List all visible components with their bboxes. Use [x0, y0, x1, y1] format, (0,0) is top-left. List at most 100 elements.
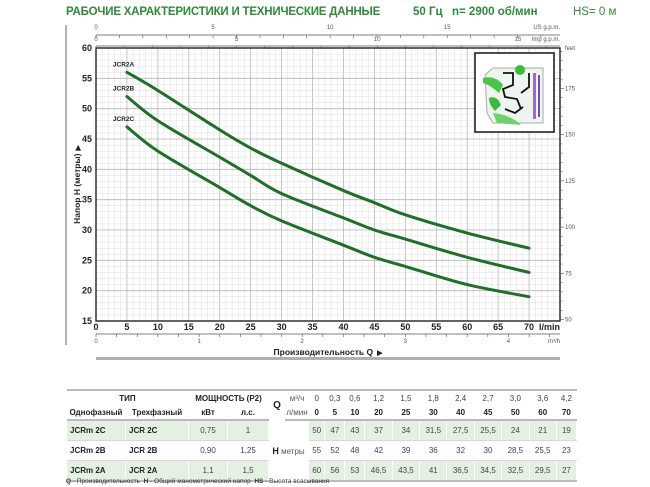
three-phase-model: JCR 2B [125, 440, 189, 461]
q-m3-value: 2,4 [446, 389, 475, 405]
h-unit-cell: H метры [268, 420, 309, 482]
single-phase-model: JCRm 2B [67, 440, 126, 461]
x-tick-label: 70 [524, 322, 534, 332]
top_us-tick-label: 15 [444, 25, 451, 31]
single-phase-model: JCRm 2A [67, 460, 126, 482]
single-phase-header: Однофазный [67, 405, 126, 421]
q-lmin-value: 5 [324, 405, 346, 421]
feet-tick-label: 150 [565, 133, 576, 139]
power-hp: 1,25 [227, 440, 269, 461]
bottom_m3h-tick-label: 3 [404, 339, 408, 345]
curves: JCR2A JCR2B JCR2C [113, 61, 531, 299]
h-unit: метры [281, 446, 305, 456]
q-unit-m3: м³/ч [285, 389, 309, 405]
top_imp-tick-label: 15 [515, 37, 522, 43]
speed: n= 2900 об/мин [452, 6, 538, 18]
y-tick-label: 30 [82, 225, 92, 235]
x-tick-label: 45 [369, 322, 379, 332]
x-axis-title: Производительность Q ▶ [274, 347, 384, 357]
y-tick-label: 15 [82, 316, 92, 326]
q-lmin-value: 0 [308, 405, 326, 421]
bottom_m3h-tick-label: 2 [301, 339, 305, 345]
top_us-tick-label: 10 [327, 25, 334, 31]
x-tick-label: 15 [184, 322, 194, 332]
feet-tick-label: 100 [565, 225, 576, 231]
top_imp-tick-label: 5 [235, 37, 239, 43]
q-lmin-value: 70 [556, 405, 578, 421]
type-header: ТИП [67, 389, 189, 405]
curve-jcr2c [125, 125, 531, 299]
footnote: Q - Производительность H - Общий маномет… [66, 478, 330, 485]
top_us-tick-label: 0 [94, 25, 98, 31]
x-unit-label: l/min [539, 322, 560, 332]
top_imp-unit-label: Imp g.p.m. [532, 37, 561, 43]
page-title: РАБОЧИЕ ХАРАКТЕРИСТИКИ И ТЕХНИЧЕСКИЕ ДАН… [66, 6, 381, 18]
three-phase-model: JCR 2A [125, 460, 189, 482]
frequency: 50 Гц [413, 6, 443, 18]
head-value: 32,5 [501, 460, 530, 482]
q-lmin-value: 60 [529, 405, 557, 421]
head-value: 24 [501, 420, 530, 441]
head-value: 53 [344, 460, 366, 482]
head-value: 31,5 [419, 420, 448, 441]
top_imp-tick-label: 0 [94, 37, 98, 43]
y-axis-title-text: Напор H (метры) [72, 153, 82, 224]
head-value: 21 [529, 420, 557, 441]
table-row: JCRm 2C JCR 2C 0,75 1 H метры 50 47 43 37 34 31,5 2… [67, 420, 578, 482]
head-value: 29,5 [529, 460, 557, 482]
kw-header: кВт [188, 405, 228, 421]
y-tick-label: 25 [82, 255, 92, 265]
y-tick-label: 55 [82, 73, 92, 83]
q-lmin-value: 20 [364, 405, 393, 421]
q-m3-value: 3,0 [501, 389, 530, 405]
head-value: 42 [364, 440, 393, 461]
head-value: 25,5 [529, 440, 557, 461]
feet-tick-label: 75 [565, 271, 572, 277]
head-value: 39 [392, 440, 421, 461]
head-value: 47 [324, 420, 346, 441]
head-value: 25,5 [474, 420, 503, 441]
table-row: JCRm 2B JCR 2B 0,90 1,25 55 52 48 42 39 36 32 30 28,… [67, 440, 578, 461]
curve-jcr2a [125, 70, 531, 250]
y-tick-label: 40 [82, 164, 92, 174]
head-value: 30 [474, 440, 503, 461]
x-tick-label: 20 [215, 322, 225, 332]
bottom_m3h-tick-label: 0 [94, 339, 98, 345]
x-tick-label: 50 [400, 322, 410, 332]
y-tick-label: 35 [82, 195, 92, 205]
curve-label: JCR2B [113, 86, 135, 93]
x-tick-label: 25 [246, 322, 256, 332]
three-phase-model: JCR 2C [125, 420, 189, 441]
power-kw: 0,90 [188, 440, 228, 461]
pump-cross-section-illustration [474, 52, 555, 133]
performance-table: ТИП МОЩНОСТЬ (P2) Q м³/ч 0 0,3 0,6 1,2 1,5 1,… [67, 389, 578, 482]
head-value: 34 [392, 420, 421, 441]
x-tick-label: 35 [308, 322, 318, 332]
three-phase-header: Трехфазный [125, 405, 189, 421]
power-hp: 1,5 [227, 460, 269, 482]
x-tick-label: 55 [431, 322, 441, 332]
y-tick-label: 50 [82, 104, 92, 114]
head-value: 28,5 [501, 440, 530, 461]
power-kw: 1,1 [188, 460, 228, 482]
q-m3-value: 4,2 [556, 389, 578, 405]
q-lmin-value: 45 [474, 405, 503, 421]
curve-jcr2b [125, 95, 531, 274]
y-tick-label: 20 [82, 286, 92, 296]
q-lmin-value: 10 [344, 405, 366, 421]
q-label: Q [268, 389, 286, 420]
curve-label: JCR2C [113, 116, 135, 123]
y-tick-label: 60 [82, 43, 92, 53]
power-header: МОЩНОСТЬ (P2) [188, 389, 269, 405]
head-value: 34,5 [474, 460, 503, 482]
feet-tick-label: 175 [565, 86, 576, 92]
arrow-icon: ▶ [376, 350, 383, 357]
x-tick-label: 60 [462, 322, 472, 332]
divider-bar [96, 357, 560, 360]
power-kw: 0,75 [188, 420, 228, 441]
feet-tick-label: 50 [565, 318, 572, 324]
q-m3-value: 1,2 [364, 389, 393, 405]
head-value: 41 [419, 460, 448, 482]
q-unit-lmin: л/мин [285, 405, 309, 421]
